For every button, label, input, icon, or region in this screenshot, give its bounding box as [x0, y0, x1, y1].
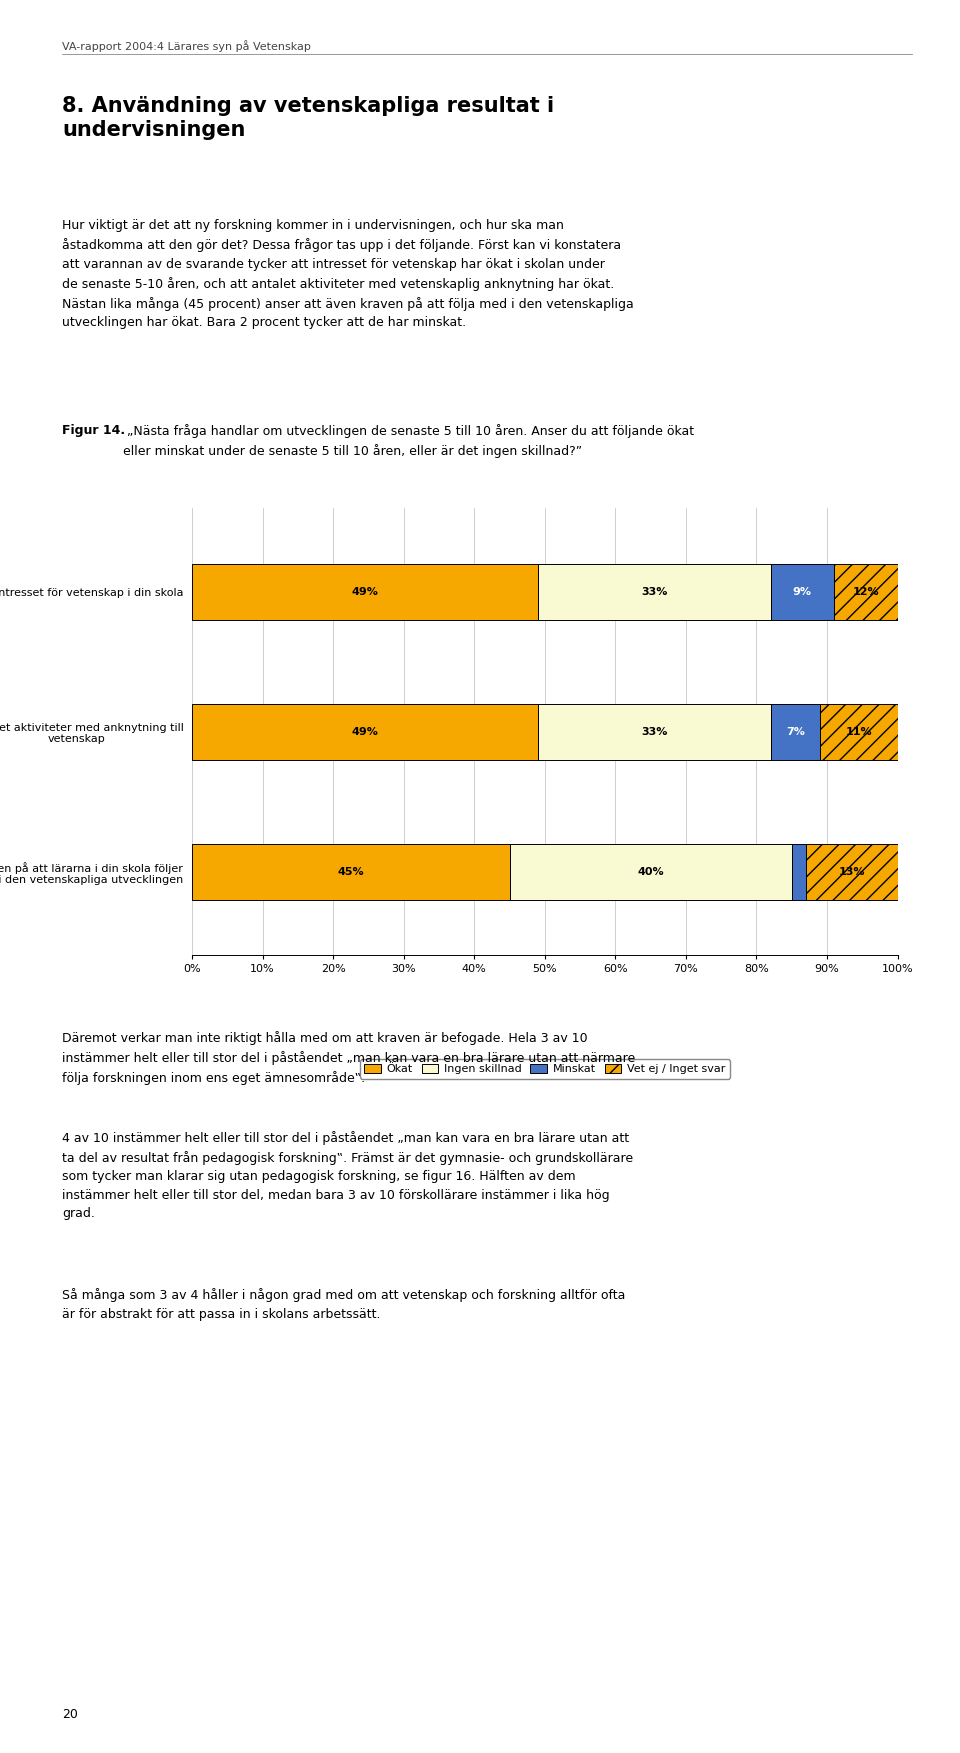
Bar	[820, 705, 898, 759]
Text: Däremot verkar man inte riktigt hålla med om att kraven är befogade. Hela 3 av 1: Däremot verkar man inte riktigt hålla me…	[62, 1031, 636, 1085]
Text: VA-rapport 2004:4 Lärares syn på Vetenskap: VA-rapport 2004:4 Lärares syn på Vetensk…	[62, 40, 311, 53]
Bar	[510, 843, 792, 899]
Text: 4 av 10 instämmer helt eller till stor del i påståendet „man kan vara en bra lär: 4 av 10 instämmer helt eller till stor d…	[62, 1131, 634, 1220]
Text: 20: 20	[62, 1709, 79, 1721]
Bar	[834, 564, 898, 621]
Bar	[805, 843, 898, 899]
Text: 49%: 49%	[351, 587, 378, 598]
Text: 49%: 49%	[351, 727, 378, 736]
Bar	[538, 564, 771, 621]
Bar	[538, 705, 771, 759]
Text: 7%: 7%	[786, 727, 804, 736]
Text: 8. Användning av vetenskapliga resultat i
undervisningen: 8. Användning av vetenskapliga resultat …	[62, 96, 555, 140]
Text: 9%: 9%	[793, 587, 812, 598]
Bar	[192, 705, 538, 759]
Text: 13%: 13%	[838, 866, 865, 876]
Text: 33%: 33%	[641, 587, 667, 598]
Text: 33%: 33%	[641, 727, 667, 736]
Text: 12%: 12%	[852, 587, 879, 598]
Bar	[192, 843, 510, 899]
Bar	[792, 843, 805, 899]
Text: Hur viktigt är det att ny forskning kommer in i undervisningen, och hur ska man
: Hur viktigt är det att ny forskning komm…	[62, 219, 635, 330]
Text: Figur 14.: Figur 14.	[62, 424, 126, 436]
Bar	[192, 564, 538, 621]
Text: Så många som 3 av 4 håller i någon grad med om att vetenskap och forskning alltf: Så många som 3 av 4 håller i någon grad …	[62, 1288, 626, 1322]
Bar	[771, 705, 820, 759]
Bar	[771, 564, 834, 621]
Text: 40%: 40%	[637, 866, 664, 876]
Text: „Nästa fråga handlar om utvecklingen de senaste 5 till 10 åren. Anser du att föl: „Nästa fråga handlar om utvecklingen de …	[123, 424, 694, 458]
Text: 11%: 11%	[846, 727, 872, 736]
Legend: Ökat, Ingen skillnad, Minskat, Vet ej / Inget svar: Ökat, Ingen skillnad, Minskat, Vet ej / …	[360, 1059, 730, 1078]
Text: 45%: 45%	[338, 866, 364, 876]
